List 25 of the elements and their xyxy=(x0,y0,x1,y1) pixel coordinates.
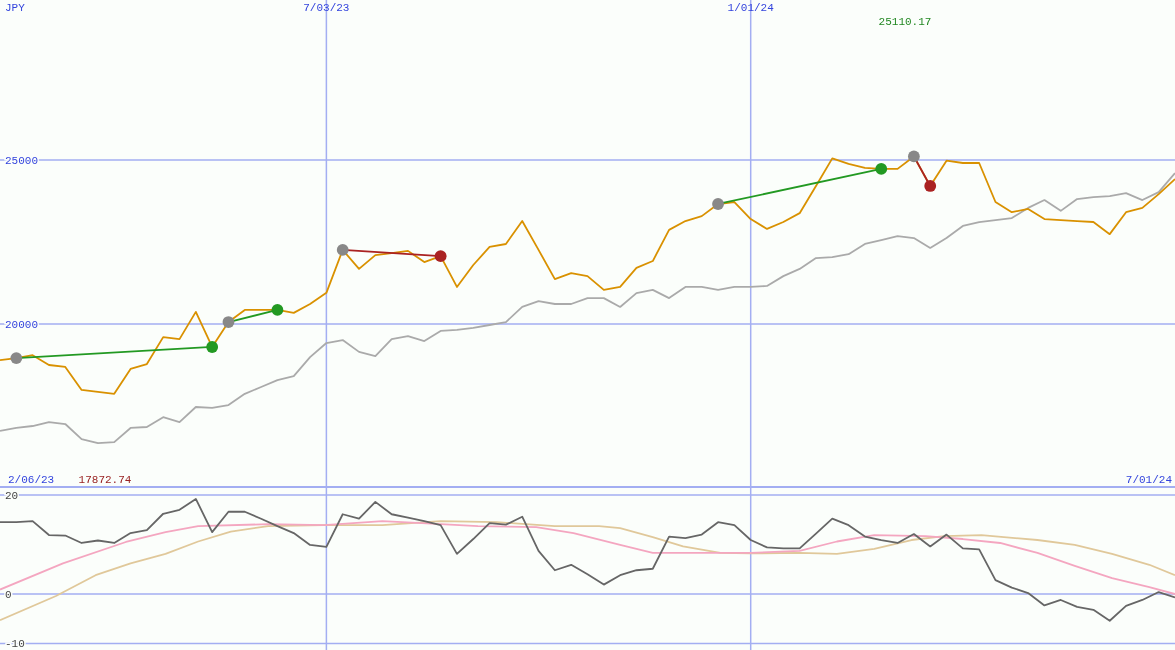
x-tick-label: 7/03/23 xyxy=(303,2,350,14)
y-tick-label: -10 xyxy=(5,638,25,650)
point xyxy=(712,198,724,210)
annotation: 7/01/24 xyxy=(1125,474,1173,486)
x-tick-label: 1/01/24 xyxy=(727,2,775,14)
point xyxy=(336,243,349,256)
point xyxy=(907,150,920,163)
annotation: 25110.17 xyxy=(878,16,932,28)
annotation: 2/06/23 xyxy=(8,474,55,486)
y-tick-label: 25000 xyxy=(5,154,39,167)
point xyxy=(924,180,937,192)
y-tick-label: 20000 xyxy=(5,318,39,331)
line-series xyxy=(0,520,1175,622)
annotation: 17872.74 xyxy=(78,474,132,486)
line-series xyxy=(0,172,1175,444)
point xyxy=(434,250,447,263)
point xyxy=(10,352,23,365)
annotation: JPY xyxy=(5,2,26,14)
point xyxy=(271,304,284,316)
point xyxy=(206,341,219,353)
point xyxy=(875,162,888,175)
y-tick-label: 20 xyxy=(5,489,19,502)
line-series xyxy=(0,497,1175,622)
point xyxy=(222,316,235,328)
y-tick-label: 0 xyxy=(5,588,12,601)
